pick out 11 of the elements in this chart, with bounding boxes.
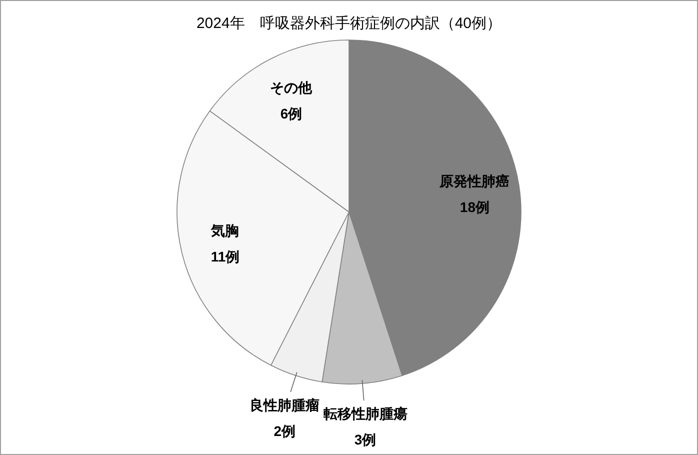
slice-label: 原発性肺癌 <box>438 173 510 190</box>
slice-label: その他 <box>270 80 314 96</box>
slice-label: 転移性肺腫瘍 <box>322 406 408 422</box>
data-label: 3例 <box>354 432 376 448</box>
data-label: 18例 <box>460 199 490 216</box>
slice-label: 良性肺腫瘤 <box>250 396 320 413</box>
data-label: 6例 <box>280 106 302 122</box>
data-label: 11例 <box>210 248 240 265</box>
chart-title: 2024年 呼吸器外科手術症例の内訳（40例） <box>196 15 502 32</box>
data-label: 2例 <box>274 422 296 439</box>
slice-label: 気胸 <box>210 222 240 239</box>
